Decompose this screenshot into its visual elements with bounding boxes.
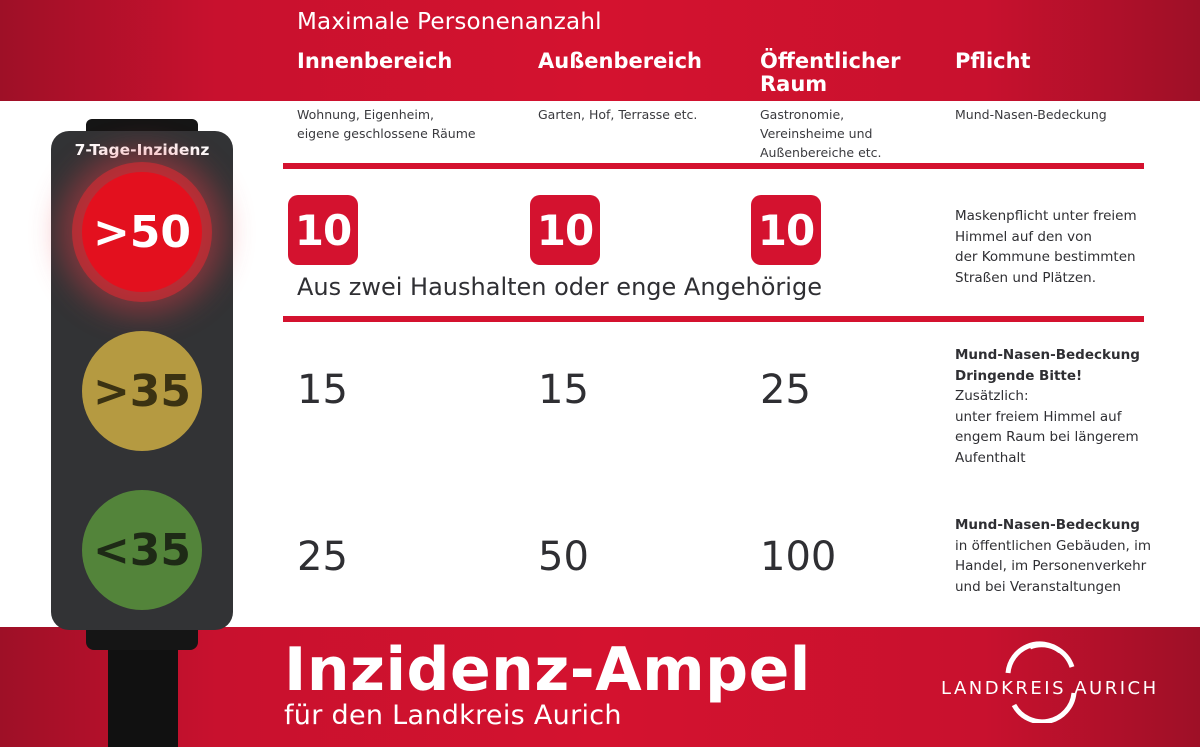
header-band (0, 0, 1200, 101)
rule-line: der Kommune bestimmten (955, 249, 1136, 265)
subtitle-line: Garten, Hof, Terrasse etc. (538, 107, 698, 122)
row1-note: Aus zwei Haushalten oder enge Angehörige (297, 273, 822, 301)
max-persons-label: Maximale Personenanzahl (297, 9, 602, 35)
subtitle-line: Wohnung, Eigenheim, (297, 107, 434, 122)
incidence-label: 7-Tage-Inzidenz (74, 141, 210, 159)
row1-oeffentlich-value: 10 (751, 195, 821, 265)
row3-oeffentlich-value: 100 (760, 534, 837, 580)
row3-rule: Mund-Nasen-Bedeckung in öffentlichen Geb… (955, 515, 1155, 597)
rule-line: in öffentlichen Gebäuden, im (955, 537, 1152, 554)
lamp-red: >50 (82, 172, 202, 292)
lamp-green: <35 (82, 490, 202, 610)
column-header-aussenbereich: Außenbereich (538, 49, 702, 73)
rule-line: Zusätzlich: (955, 388, 1029, 404)
subtitle-line: Gastronomie, (760, 107, 845, 122)
row-divider (283, 316, 1144, 322)
rule-line: Maskenpflicht unter freiem (955, 208, 1137, 224)
row2-rule: Mund-Nasen-Bedeckung Dringende Bitte! Zu… (955, 345, 1155, 468)
rule-line: Handel, im Personenverkehr (955, 558, 1147, 574)
column-subtitle-pflicht: Mund-Nasen-Bedeckung (955, 105, 1107, 124)
row3-innen-value: 25 (297, 534, 348, 580)
subtitle-line: Vereinsheime und (760, 126, 873, 141)
column-header-pflicht: Pflicht (955, 49, 1031, 73)
row3-aussen-value: 50 (538, 534, 589, 580)
footer-subtitle: für den Landkreis Aurich (284, 700, 622, 731)
row1-innen-value: 10 (288, 195, 358, 265)
rule-bold: Dringende Bitte! (955, 367, 1083, 384)
rule-line: Straßen und Plätzen. (955, 269, 1097, 286)
row1-rule: Maskenpflicht unter freiem Himmel auf de… (955, 206, 1155, 288)
rule-bold: Mund-Nasen-Bedeckung (955, 517, 1140, 533)
subtitle-line: Außenbereiche etc. (760, 145, 882, 160)
column-subtitle-innenbereich: Wohnung, Eigenheim, eigene geschlossene … (297, 105, 476, 143)
row1-aussen-value: 10 (530, 195, 600, 265)
row2-oeffentlich-value: 25 (760, 367, 811, 413)
column-header-innenbereich: Innenbereich (297, 49, 453, 73)
footer-band (0, 627, 1200, 747)
column-subtitle-aussenbereich: Garten, Hof, Terrasse etc. (538, 105, 697, 124)
logo-ring-icon (1005, 641, 1077, 723)
rule-line: engem Raum bei längerem (955, 429, 1139, 445)
column-header-oeffentlicher-raum: Öffentlicher Raum (760, 50, 901, 96)
traffic-light-pole (108, 640, 178, 747)
rule-line: unter freiem Himmel auf (955, 408, 1122, 425)
column-header-line: Öffentlicher (760, 49, 901, 73)
column-subtitle-oeffentlicher-raum: Gastronomie, Vereinsheime und Außenberei… (760, 105, 882, 162)
row2-innen-value: 15 (297, 367, 348, 413)
row-divider (283, 163, 1144, 169)
footer-title: Inzidenz-Ampel (284, 635, 811, 705)
column-header-line: Raum (760, 72, 828, 96)
logo-text: LANDKREIS AURICH (941, 678, 1159, 699)
lamp-yellow: >35 (82, 331, 202, 451)
rule-line: und bei Veranstaltungen (955, 578, 1121, 595)
row2-aussen-value: 15 (538, 367, 589, 413)
subtitle-line: eigene geschlossene Räume (297, 126, 476, 141)
rule-line: Himmel auf den von (955, 228, 1092, 245)
subtitle-line: Mund-Nasen-Bedeckung (955, 107, 1107, 122)
rule-bold: Mund-Nasen-Bedeckung (955, 347, 1140, 363)
rule-line: Aufenthalt (955, 449, 1026, 466)
